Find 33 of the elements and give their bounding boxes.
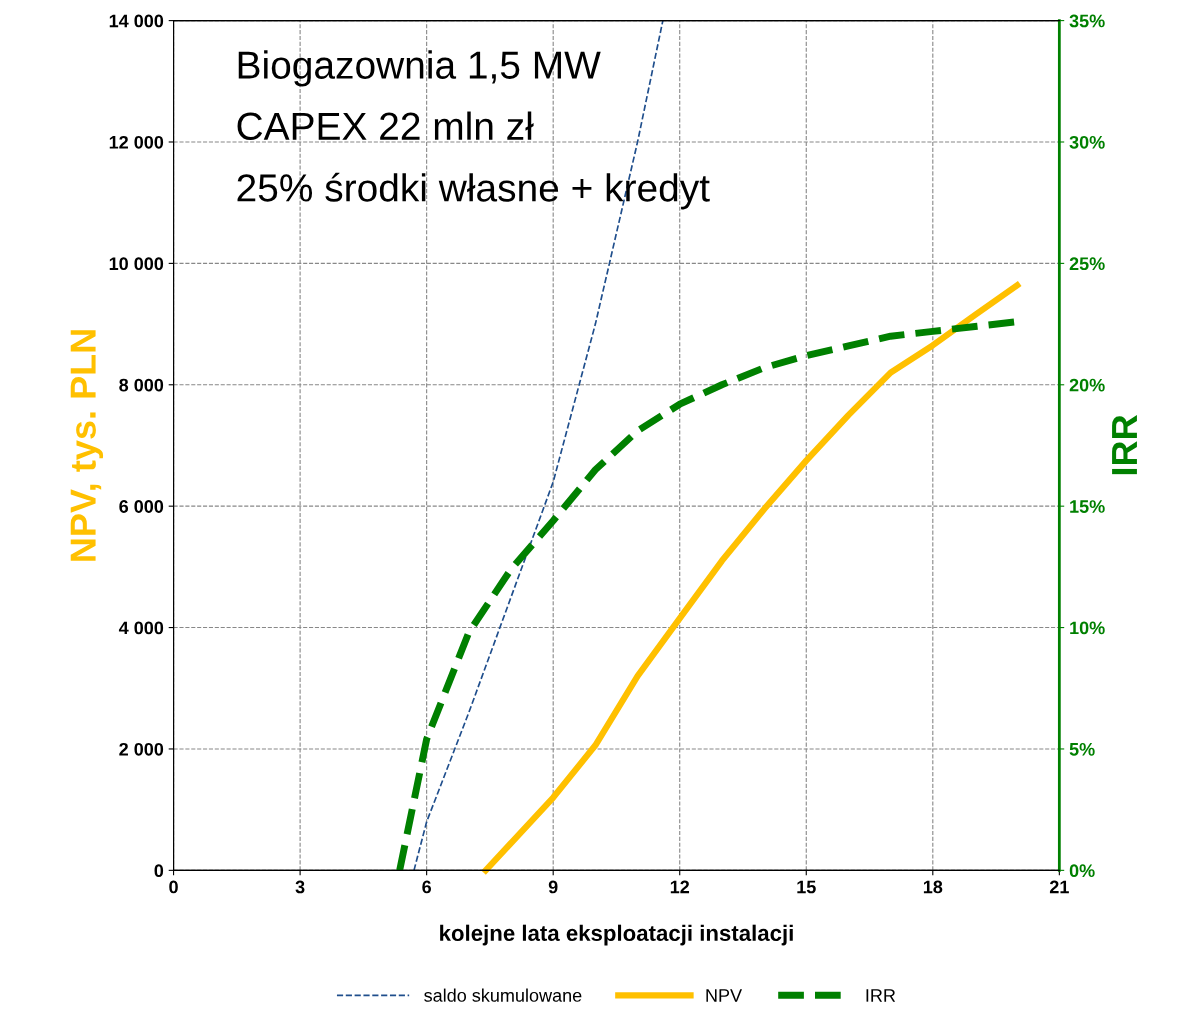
x-tick-label: 6 — [422, 880, 432, 894]
legend-label: NPV — [706, 989, 743, 1002]
annotation: 25% środki własne + kredyt — [237, 172, 710, 210]
y2-tick-label: 20% — [1069, 378, 1105, 392]
y2-axis-title: IRR — [1112, 415, 1137, 475]
legend-label: IRR — [866, 989, 896, 1002]
y-tick-label: 2 000 — [119, 742, 164, 756]
x-tick-label: 0 — [169, 880, 178, 894]
x-tick-label: 12 — [670, 880, 690, 894]
y-tick-label: 6 000 — [119, 500, 164, 513]
x-tick-label: 3 — [295, 880, 305, 894]
y2-tick-label: 0% — [1069, 864, 1095, 878]
x-axis-title: kolejne lata eksploatacji instalacji — [440, 924, 793, 946]
x-tick-label: 18 — [923, 880, 943, 894]
y-tick-label: 8 000 — [119, 378, 164, 392]
x-tick-label: 9 — [548, 880, 558, 894]
y2-tick-label: 15% — [1070, 500, 1105, 513]
annotation: Biogazownia 1,5 MW — [238, 50, 601, 87]
x-tick-label: 15 — [797, 880, 816, 894]
x-tick-label: 21 — [1049, 880, 1069, 894]
y-tick-label: 14 000 — [109, 14, 164, 28]
y2-tick-label: 5% — [1069, 742, 1095, 756]
y2-tick-label: 30% — [1069, 135, 1105, 149]
y2-tick-label: 10% — [1070, 621, 1105, 635]
y-tick-label: 0 — [154, 864, 164, 878]
legend-label: saldo skumulowane — [424, 988, 582, 1002]
y2-tick-label: 25% — [1069, 257, 1105, 271]
y2-tick-label: 35% — [1069, 14, 1105, 28]
y-axis-title: NPV, tys. PLN — [70, 330, 104, 561]
y-tick-label: 10 000 — [109, 257, 164, 271]
annotation: CAPEX 22 mln zł — [237, 111, 534, 141]
y-tick-label: 12 000 — [109, 135, 164, 149]
y-tick-label: 4 000 — [118, 621, 164, 635]
